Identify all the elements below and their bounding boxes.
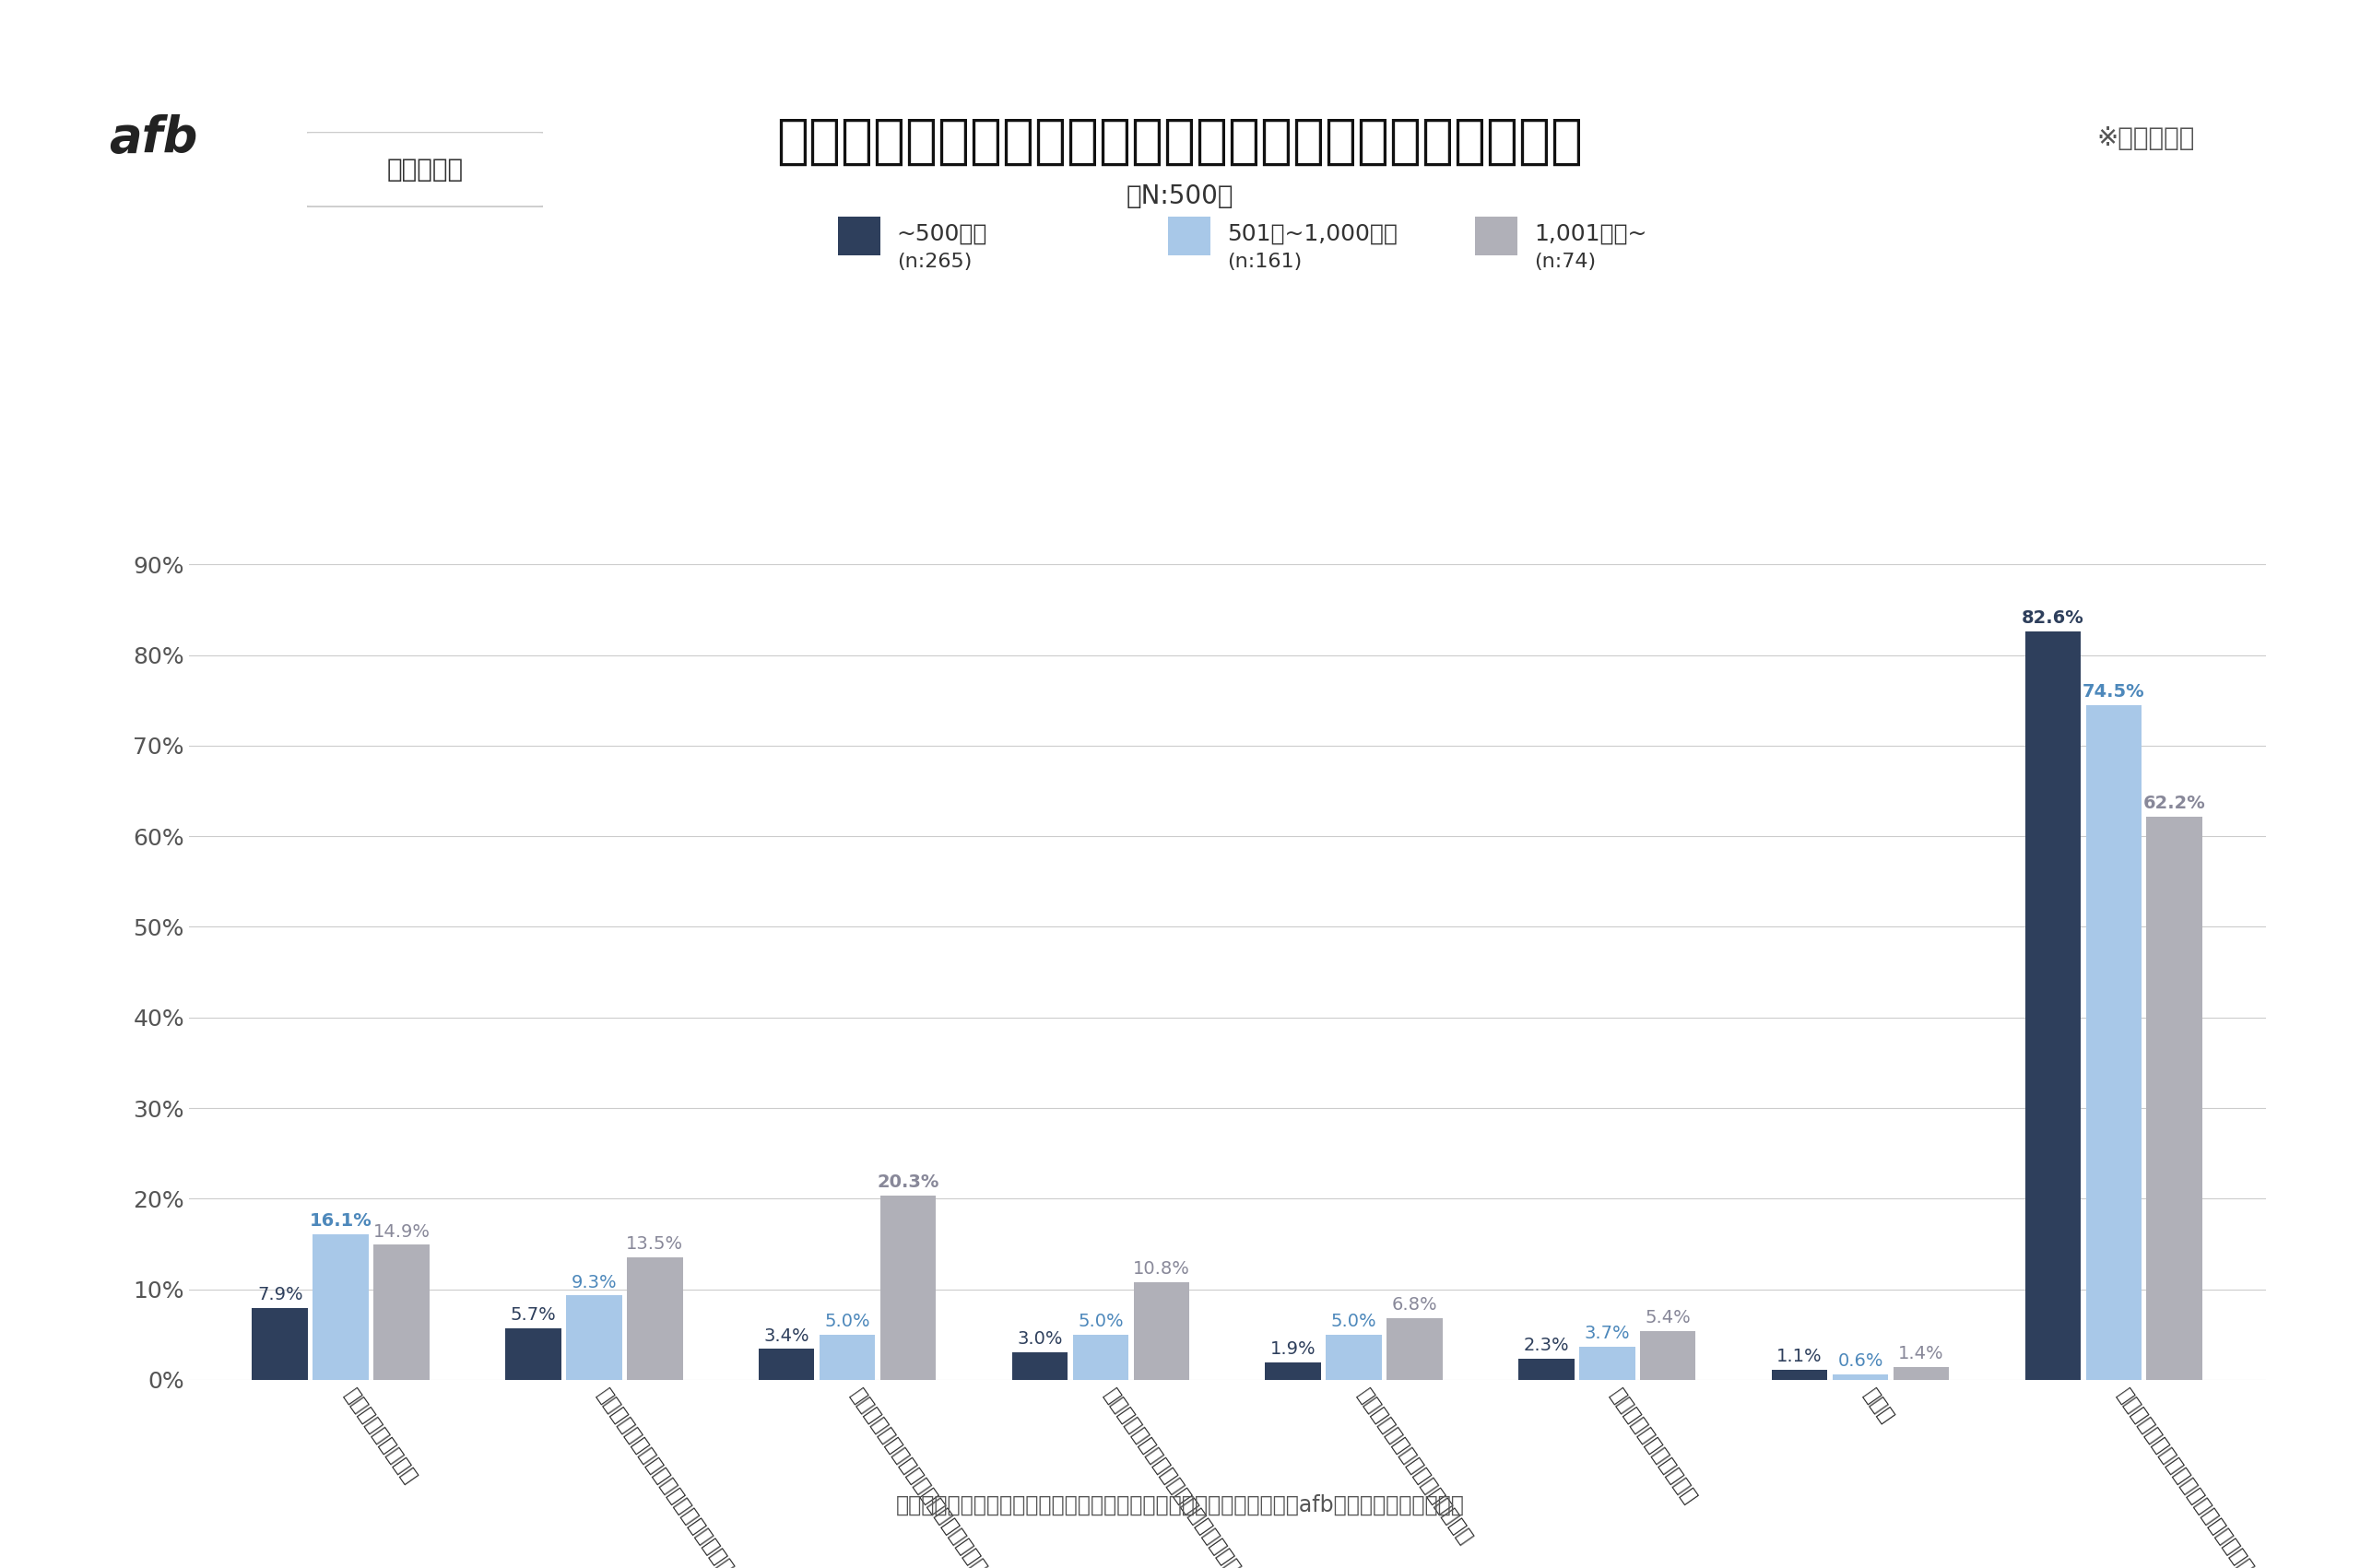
Text: 2.3%: 2.3% xyxy=(1525,1338,1569,1355)
Bar xyxy=(1831,1375,1888,1380)
Bar xyxy=(1012,1353,1067,1380)
Bar xyxy=(2086,706,2141,1380)
Bar xyxy=(1640,1331,1697,1380)
Bar xyxy=(2148,817,2202,1380)
Text: 10.8%: 10.8% xyxy=(1133,1261,1189,1278)
Bar xyxy=(1893,1367,1949,1380)
Text: 5.0%: 5.0% xyxy=(1331,1312,1376,1330)
Text: 5.0%: 5.0% xyxy=(824,1312,871,1330)
Bar xyxy=(1074,1334,1128,1380)
Bar xyxy=(314,1234,368,1380)
Text: (n:265): (n:265) xyxy=(897,252,972,271)
Bar xyxy=(880,1196,937,1380)
Bar xyxy=(1326,1334,1381,1380)
Text: 3.7%: 3.7% xyxy=(1584,1325,1631,1342)
Text: (n:74): (n:74) xyxy=(1534,252,1595,271)
Bar xyxy=(819,1334,876,1380)
Text: 82.6%: 82.6% xyxy=(2023,610,2084,627)
Text: 13.5%: 13.5% xyxy=(625,1236,684,1253)
Text: 7.9%: 7.9% xyxy=(257,1286,302,1303)
Bar xyxy=(505,1328,562,1380)
Text: (n:161): (n:161) xyxy=(1227,252,1303,271)
Bar xyxy=(1388,1319,1442,1380)
Text: 14.9%: 14.9% xyxy=(373,1223,430,1240)
Bar xyxy=(758,1348,814,1380)
Bar xyxy=(2025,632,2082,1380)
Bar xyxy=(1265,1363,1322,1380)
Text: 1,001万円~: 1,001万円~ xyxy=(1534,223,1647,245)
Text: （N:500）: （N:500） xyxy=(1126,183,1234,209)
Text: 62.2%: 62.2% xyxy=(2143,795,2207,812)
Text: 9.3%: 9.3% xyxy=(571,1273,616,1290)
Text: 1.9%: 1.9% xyxy=(1270,1341,1317,1358)
Bar xyxy=(253,1308,307,1380)
Bar xyxy=(1133,1283,1189,1380)
FancyBboxPatch shape xyxy=(300,132,550,207)
Text: 1.4%: 1.4% xyxy=(1897,1345,1945,1363)
Text: 1.1%: 1.1% xyxy=(1777,1348,1822,1366)
Text: 501万~1,000万円: 501万~1,000万円 xyxy=(1227,223,1397,245)
Text: どのようにリスキリング・自己研鑽に励んでいますか？: どのようにリスキリング・自己研鑽に励んでいますか？ xyxy=(776,114,1584,168)
Bar xyxy=(1579,1347,1635,1380)
Text: 6.8%: 6.8% xyxy=(1392,1297,1437,1314)
Text: 74.5%: 74.5% xyxy=(2082,682,2145,701)
Text: 16.1%: 16.1% xyxy=(309,1212,373,1229)
Text: 5.4%: 5.4% xyxy=(1645,1309,1690,1327)
Text: 20.3%: 20.3% xyxy=(878,1174,939,1192)
Text: 株式会社フォーイット　パフォーマンステクノロジーネットワーク『afb（アフィビー）』調べ: 株式会社フォーイット パフォーマンステクノロジーネットワーク『afb（アフィビー… xyxy=(897,1494,1463,1516)
Bar xyxy=(373,1245,430,1380)
Bar xyxy=(566,1295,623,1380)
Text: 3.4%: 3.4% xyxy=(765,1327,809,1344)
Text: 0.6%: 0.6% xyxy=(1838,1352,1883,1370)
Text: afb: afb xyxy=(109,114,198,162)
Text: ※複数回答可: ※複数回答可 xyxy=(2096,125,2195,151)
Bar xyxy=(1772,1370,1827,1380)
Text: 世帯年収別: 世帯年収別 xyxy=(387,157,463,182)
Text: 3.0%: 3.0% xyxy=(1017,1331,1062,1348)
Text: 5.0%: 5.0% xyxy=(1079,1312,1123,1330)
Bar xyxy=(628,1258,682,1380)
Bar xyxy=(1517,1359,1574,1380)
Text: 5.7%: 5.7% xyxy=(510,1306,557,1323)
Text: ~500万円: ~500万円 xyxy=(897,223,986,245)
